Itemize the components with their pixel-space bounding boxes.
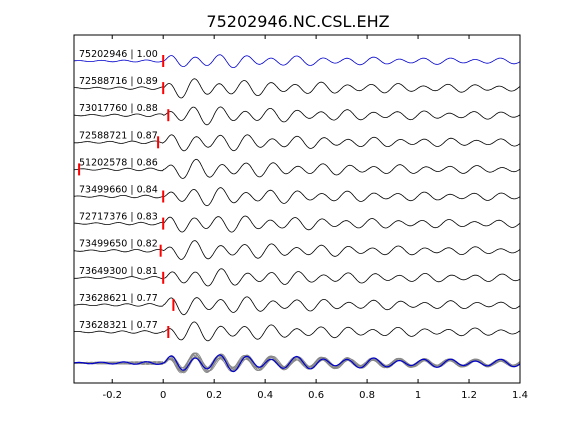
trace-label: 75202946 | 1.00 <box>79 49 158 60</box>
trace-label: 73499660 | 0.84 <box>79 185 158 196</box>
x-tick-label: -0.2 <box>102 390 122 401</box>
trace: 73499660 | 0.84 <box>73 185 520 207</box>
x-axis: -0.2 0 0.2 0.4 0.6 0.8 1 1.2 1.4 <box>102 35 528 401</box>
trace-waveform <box>73 158 520 179</box>
trace-waveform <box>74 78 520 99</box>
stack-waveform <box>73 354 520 374</box>
trace-list: 75202946 | 1.00 72588716 | 0.89 73017760 |… <box>73 49 520 342</box>
trace: 73649300 | 0.81 <box>74 266 520 287</box>
plot-frame <box>73 34 521 384</box>
trace-label: 72717376 | 0.83 <box>79 212 158 223</box>
trace-waveform <box>73 296 520 316</box>
trace-waveform <box>73 187 520 207</box>
trace: 72588716 | 0.89 <box>74 76 520 99</box>
trace-label: 72588716 | 0.89 <box>79 76 158 87</box>
stack-waveform <box>74 353 520 372</box>
stacked-waveforms <box>73 352 521 374</box>
trace-waveform <box>73 54 520 68</box>
trace: 73017760 | 0.88 <box>73 103 520 126</box>
trace: 51202578 | 0.86 <box>73 157 520 179</box>
trace-waveform <box>74 268 520 287</box>
trace: 73628321 | 0.77 <box>73 320 520 342</box>
trace: 72588721 | 0.87 <box>73 130 520 152</box>
x-tick-label: 0.6 <box>308 390 324 401</box>
trace-waveform <box>73 321 520 342</box>
chart-title: 75202946.NC.CSL.EHZ <box>206 12 389 31</box>
trace-waveform <box>74 215 520 233</box>
trace-label: 73628321 | 0.77 <box>79 320 158 331</box>
x-tick-label: 0.2 <box>206 390 222 401</box>
trace-label: 72588721 | 0.87 <box>79 130 158 141</box>
trace-waveform <box>73 106 520 126</box>
x-tick-label: 1 <box>415 390 421 401</box>
x-tick-label: 0 <box>160 390 166 401</box>
trace-waveform <box>73 134 520 152</box>
trace: 73628621 | 0.77 <box>73 293 520 316</box>
x-tick-label: 0.4 <box>257 390 273 401</box>
trace: 73499650 | 0.82 <box>73 239 520 260</box>
trace-label: 51202578 | 0.86 <box>79 157 158 168</box>
x-tick-label: 1.4 <box>512 390 528 401</box>
trace-label: 73017760 | 0.88 <box>79 103 158 114</box>
trace-waveform <box>73 240 520 260</box>
x-tick-label: 1.2 <box>461 390 477 401</box>
trace-label: 73499650 | 0.82 <box>79 239 158 250</box>
trace-label: 73628621 | 0.77 <box>79 293 158 304</box>
x-tick-label: 0.8 <box>359 390 375 401</box>
stack-master-waveform <box>73 354 521 373</box>
trace: 75202946 | 1.00 <box>73 49 520 68</box>
trace-label: 73649300 | 0.81 <box>79 266 158 277</box>
trace: 72717376 | 0.83 <box>74 212 520 233</box>
